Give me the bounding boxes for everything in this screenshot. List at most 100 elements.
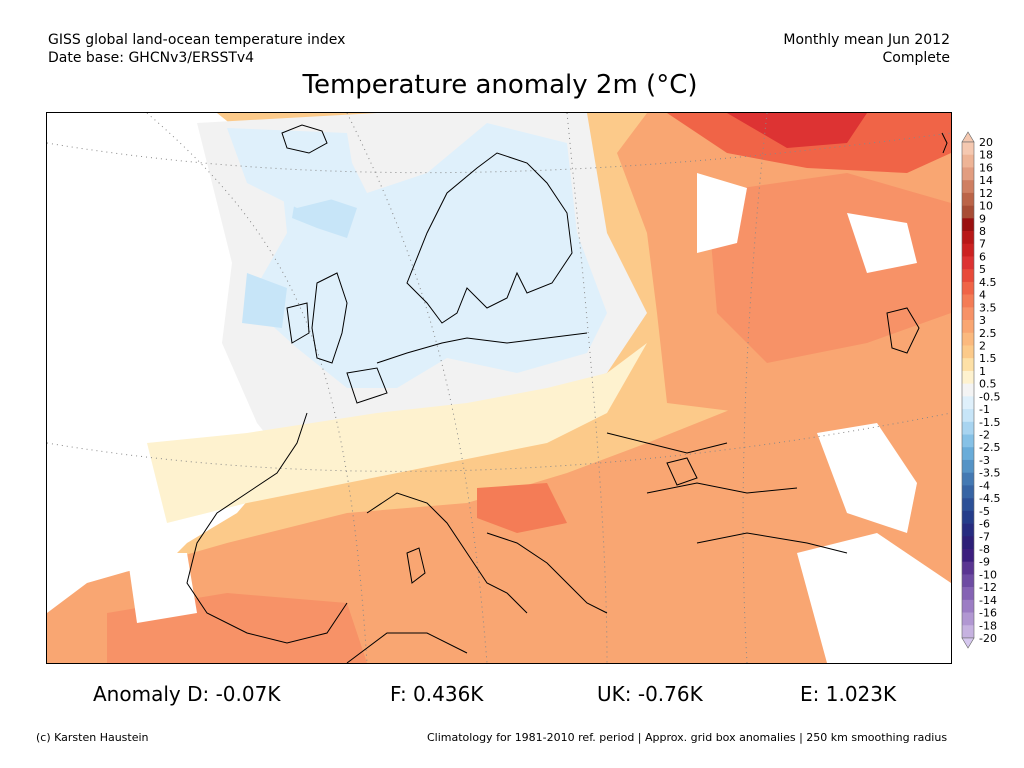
legend-label: 4 <box>979 289 986 302</box>
legend-swatch <box>962 396 974 410</box>
legend-swatch <box>962 358 974 372</box>
legend-label: -1.5 <box>979 416 1000 429</box>
legend-swatch <box>962 612 974 626</box>
legend-label: -2 <box>979 429 990 442</box>
legend-swatch <box>962 472 974 486</box>
legend-swatch <box>962 154 974 168</box>
legend-swatch <box>962 294 974 308</box>
legend-arrow-top <box>961 131 975 143</box>
legend-label: -3 <box>979 454 990 467</box>
legend-label: 18 <box>979 149 993 162</box>
legend-swatch <box>962 243 974 257</box>
anomaly-f-value: F: 0.436K <box>390 682 484 706</box>
map-title: Temperature anomaly 2m (°C) <box>302 70 698 100</box>
dataset-title: GISS global land-ocean temperature index <box>48 32 346 48</box>
legend-swatch <box>962 256 974 270</box>
legend-label: -4.5 <box>979 492 1000 505</box>
legend-label: 12 <box>979 187 993 200</box>
legend-label: 20 <box>979 136 993 149</box>
warm-transition-band <box>147 343 647 523</box>
legend-label: -0.5 <box>979 390 1000 403</box>
legend-swatch <box>962 218 974 232</box>
legend-label: -18 <box>979 619 997 632</box>
legend-swatch <box>962 523 974 537</box>
legend-label: -2.5 <box>979 441 1000 454</box>
cool-anomaly-core-2 <box>242 273 287 328</box>
no-data-east-1 <box>697 173 747 253</box>
legend-swatch <box>962 231 974 245</box>
no-data-atlantic <box>127 553 197 623</box>
anomaly-map-canvas <box>47 113 951 663</box>
legend-swatch <box>962 345 974 359</box>
legend-label: -7 <box>979 530 990 543</box>
legend-label: 6 <box>979 250 986 263</box>
legend-swatch <box>962 548 974 562</box>
header-right: Monthly mean Jun 2012 Complete <box>783 31 950 67</box>
period-label: Monthly mean Jun 2012 <box>783 32 950 48</box>
database-label: Date base: GHCNv3/ERSSTv4 <box>48 50 255 66</box>
anomaly-d-value: Anomaly D: -0.07K <box>93 682 281 706</box>
legend-swatch <box>962 320 974 334</box>
legend-swatch <box>962 625 974 639</box>
legend-label: -6 <box>979 518 990 531</box>
legend-label: 8 <box>979 225 986 238</box>
legend-label: 9 <box>979 212 986 225</box>
legend-swatch <box>962 536 974 550</box>
warm-spot-balkans <box>477 483 567 533</box>
credit-text: (c) Karsten Haustein <box>36 731 149 744</box>
legend-label: -12 <box>979 581 997 594</box>
climatology-note: Climatology for 1981-2010 ref. period | … <box>427 731 948 744</box>
legend-label: -20 <box>979 632 997 645</box>
legend-swatch <box>962 447 974 461</box>
legend-label: 1 <box>979 365 986 378</box>
legend-swatch <box>962 205 974 219</box>
legend-label: 3 <box>979 314 986 327</box>
legend-swatch <box>962 510 974 524</box>
no-data-east-2 <box>847 213 917 273</box>
legend-swatch <box>962 434 974 448</box>
legend-arrow-bottom <box>961 637 975 649</box>
legend-label: 2.5 <box>979 327 997 340</box>
legend-label: 16 <box>979 161 993 174</box>
legend-label: -14 <box>979 594 997 607</box>
legend-swatch <box>962 370 974 384</box>
legend-swatch <box>962 485 974 499</box>
legend-swatch <box>962 307 974 321</box>
legend-label: -8 <box>979 543 990 556</box>
legend-swatch <box>962 281 974 295</box>
legend-label: 14 <box>979 174 993 187</box>
legend-swatch <box>962 498 974 512</box>
legend-label: 2 <box>979 339 986 352</box>
legend-label: 4.5 <box>979 276 997 289</box>
anomaly-uk-value: UK: -0.76K <box>597 682 703 706</box>
legend-label: -10 <box>979 568 997 581</box>
anomaly-map <box>46 112 952 664</box>
no-data-east-3 <box>817 423 917 533</box>
legend-swatch <box>962 574 974 588</box>
legend-label: -9 <box>979 556 990 569</box>
coastlines <box>186 124 948 663</box>
legend-label: 7 <box>979 238 986 251</box>
legend-label: 3.5 <box>979 301 997 314</box>
no-data-southeast <box>797 533 951 663</box>
anomaly-e-value: E: 1.023K <box>800 682 897 706</box>
legend-swatch <box>962 561 974 575</box>
legend-label: -1 <box>979 403 990 416</box>
legend-swatch <box>962 459 974 473</box>
hot-spot-core <box>727 113 867 148</box>
legend-swatch <box>962 587 974 601</box>
legend-swatch <box>962 269 974 283</box>
legend-swatch <box>962 192 974 206</box>
legend-swatch <box>962 421 974 435</box>
legend-swatch <box>962 180 974 194</box>
legend-label: 5 <box>979 263 986 276</box>
legend-swatch <box>962 332 974 346</box>
legend-swatch <box>962 142 974 156</box>
legend-label: 0.5 <box>979 378 997 391</box>
color-legend: 201816141210987654.543.532.521.510.5-0.5… <box>961 131 1000 649</box>
legend-swatch <box>962 599 974 613</box>
legend-label: -16 <box>979 607 997 620</box>
legend-swatch <box>962 383 974 397</box>
legend-label: 10 <box>979 200 993 213</box>
legend-swatch <box>962 167 974 181</box>
